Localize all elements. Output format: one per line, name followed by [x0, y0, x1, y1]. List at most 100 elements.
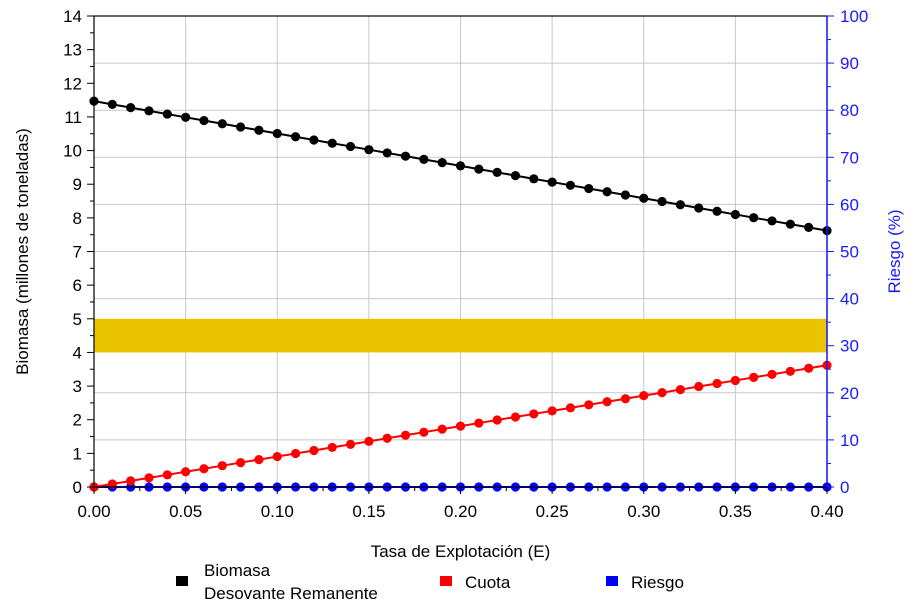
y-left-tick-label: 11: [64, 108, 82, 127]
data-point: [785, 219, 795, 229]
y-left-tick-label: 0: [73, 478, 82, 497]
x-tick-label: 0.00: [77, 502, 110, 521]
data-point: [712, 378, 722, 389]
y-right-tick-label: 40: [840, 290, 859, 309]
y-left-tick-label: 12: [63, 74, 82, 93]
y-right-tick-label: 10: [840, 431, 859, 450]
data-point: [694, 203, 704, 213]
data-point: [400, 430, 411, 440]
x-tick-label: 0.10: [261, 502, 294, 521]
y-left-tick-label: 4: [73, 343, 82, 362]
data-point: [364, 145, 374, 155]
data-point: [455, 421, 466, 431]
data-point: [492, 167, 502, 177]
data-point: [602, 187, 612, 197]
axes: [87, 15, 834, 494]
data-point: [547, 406, 557, 416]
y-left-tick-label: 9: [73, 175, 82, 194]
data-point: [547, 177, 557, 187]
data-point: [217, 461, 227, 471]
data-point: [620, 190, 631, 200]
data-point: [290, 448, 301, 459]
data-point: [144, 473, 154, 483]
data-point: [657, 388, 667, 398]
data-point: [620, 394, 631, 404]
x-tick-label: 0.40: [810, 502, 843, 521]
data-point: [584, 183, 594, 194]
y-right-tick-label: 20: [840, 384, 859, 403]
data-point: [565, 403, 576, 413]
data-point: [767, 369, 777, 379]
data-point: [345, 141, 356, 152]
data-point: [804, 222, 814, 233]
data-point: [162, 470, 172, 480]
data-point: [639, 391, 649, 401]
data-point: [382, 148, 392, 158]
data-point: [327, 138, 337, 148]
legend-marker: [176, 576, 188, 586]
data-point: [327, 442, 337, 453]
data-point: [107, 99, 117, 109]
data-point: [785, 366, 795, 376]
data-point: [309, 135, 319, 145]
reference-band-rect: [94, 318, 827, 353]
data-point: [400, 151, 411, 161]
data-point: [767, 216, 777, 226]
y-left-tick-label: 7: [73, 243, 82, 262]
y-right-tick-label: 50: [840, 243, 859, 262]
data-point: [272, 128, 282, 139]
data-point: [474, 164, 484, 174]
data-point: [529, 409, 539, 419]
y-left-tick-label: 13: [63, 41, 82, 60]
data-point: [474, 418, 484, 428]
data-point: [181, 467, 191, 477]
data-point: [309, 445, 319, 456]
data-point: [236, 122, 246, 132]
data-point: [181, 112, 191, 122]
y-left-tick-label: 2: [73, 411, 82, 430]
data-point: [382, 433, 392, 443]
data-point: [804, 363, 814, 373]
y-right-tick-label: 30: [840, 337, 859, 356]
data-point: [254, 454, 264, 465]
data-point: [749, 372, 759, 382]
y-right-tick-label: 100: [840, 7, 868, 26]
data-point: [730, 209, 740, 220]
data-point: [419, 427, 429, 437]
y-axis-left-title: Biomasa (millones de toneladas): [13, 128, 32, 375]
data-point: [455, 161, 466, 171]
data-point: [162, 109, 172, 119]
data-point: [290, 132, 301, 142]
y-right-tick-label: 60: [840, 195, 859, 214]
data-point: [419, 154, 429, 165]
data-point: [254, 125, 264, 135]
data-point: [126, 476, 136, 486]
data-point: [236, 458, 246, 468]
data-point: [639, 193, 649, 203]
data-point: [510, 412, 521, 422]
data-point: [199, 115, 209, 126]
y-axis-right-title: Riesgo (%): [885, 209, 904, 293]
y-left-tick-label: 1: [73, 444, 82, 463]
data-point: [272, 451, 282, 462]
tick-labels: 0123456789101112131401020304050607080901…: [63, 7, 868, 521]
y-left-tick-label: 10: [63, 142, 82, 161]
data-point: [437, 424, 447, 434]
y-left-tick-label: 8: [73, 209, 82, 228]
y-left-tick-label: 5: [73, 310, 82, 329]
legend: Biomasa Desovante Remanente Cuota Riesgo: [176, 561, 684, 603]
data-point: [364, 436, 374, 446]
data-point: [126, 102, 136, 113]
data-point: [712, 206, 722, 216]
y-right-tick-label: 80: [840, 101, 859, 120]
x-tick-label: 0.15: [352, 502, 385, 521]
legend-marker: [440, 576, 452, 586]
data-point: [510, 170, 521, 181]
y-left-tick-label: 6: [73, 276, 82, 295]
reference-band: [94, 318, 827, 353]
legend-label: Cuota: [465, 573, 511, 592]
x-tick-label: 0.05: [169, 502, 202, 521]
x-tick-label: 0.30: [627, 502, 660, 521]
y-left-tick-label: 14: [63, 7, 82, 26]
